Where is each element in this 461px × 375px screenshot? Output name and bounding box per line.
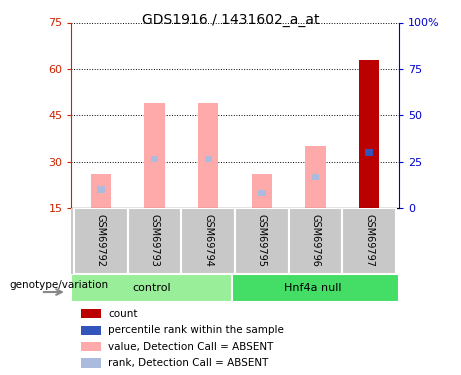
Bar	[81, 326, 101, 335]
Bar	[144, 103, 165, 208]
Bar	[305, 146, 326, 208]
Bar	[252, 174, 272, 208]
Bar	[232, 274, 399, 302]
Text: GSM69796: GSM69796	[311, 214, 320, 267]
Bar	[366, 149, 373, 156]
Bar	[74, 208, 128, 274]
Bar	[71, 274, 232, 302]
Text: value, Detection Call = ABSENT: value, Detection Call = ABSENT	[108, 342, 274, 352]
Bar	[81, 309, 101, 318]
Bar	[151, 156, 159, 162]
Text: control: control	[133, 283, 171, 293]
Bar	[97, 186, 105, 193]
Text: count: count	[108, 309, 138, 319]
Bar	[258, 190, 266, 196]
Bar	[81, 358, 101, 368]
Bar	[205, 156, 212, 162]
Bar	[359, 60, 379, 208]
Text: percentile rank within the sample: percentile rank within the sample	[108, 325, 284, 335]
Bar	[182, 208, 235, 274]
Bar	[81, 342, 101, 351]
Bar	[235, 208, 289, 274]
Text: GSM69797: GSM69797	[364, 214, 374, 267]
Bar	[343, 208, 396, 274]
Text: Hnf4a null: Hnf4a null	[284, 283, 342, 293]
Bar	[198, 103, 219, 208]
Text: GDS1916 / 1431602_a_at: GDS1916 / 1431602_a_at	[142, 13, 319, 27]
Text: GSM69795: GSM69795	[257, 214, 267, 267]
Text: GSM69792: GSM69792	[96, 214, 106, 267]
Text: GSM69794: GSM69794	[203, 214, 213, 267]
Text: GSM69793: GSM69793	[150, 214, 160, 267]
Bar	[289, 208, 343, 274]
Bar	[91, 174, 111, 208]
Text: rank, Detection Call = ABSENT: rank, Detection Call = ABSENT	[108, 358, 269, 368]
Text: genotype/variation: genotype/variation	[9, 280, 108, 290]
Bar	[312, 174, 319, 180]
Bar	[128, 208, 182, 274]
